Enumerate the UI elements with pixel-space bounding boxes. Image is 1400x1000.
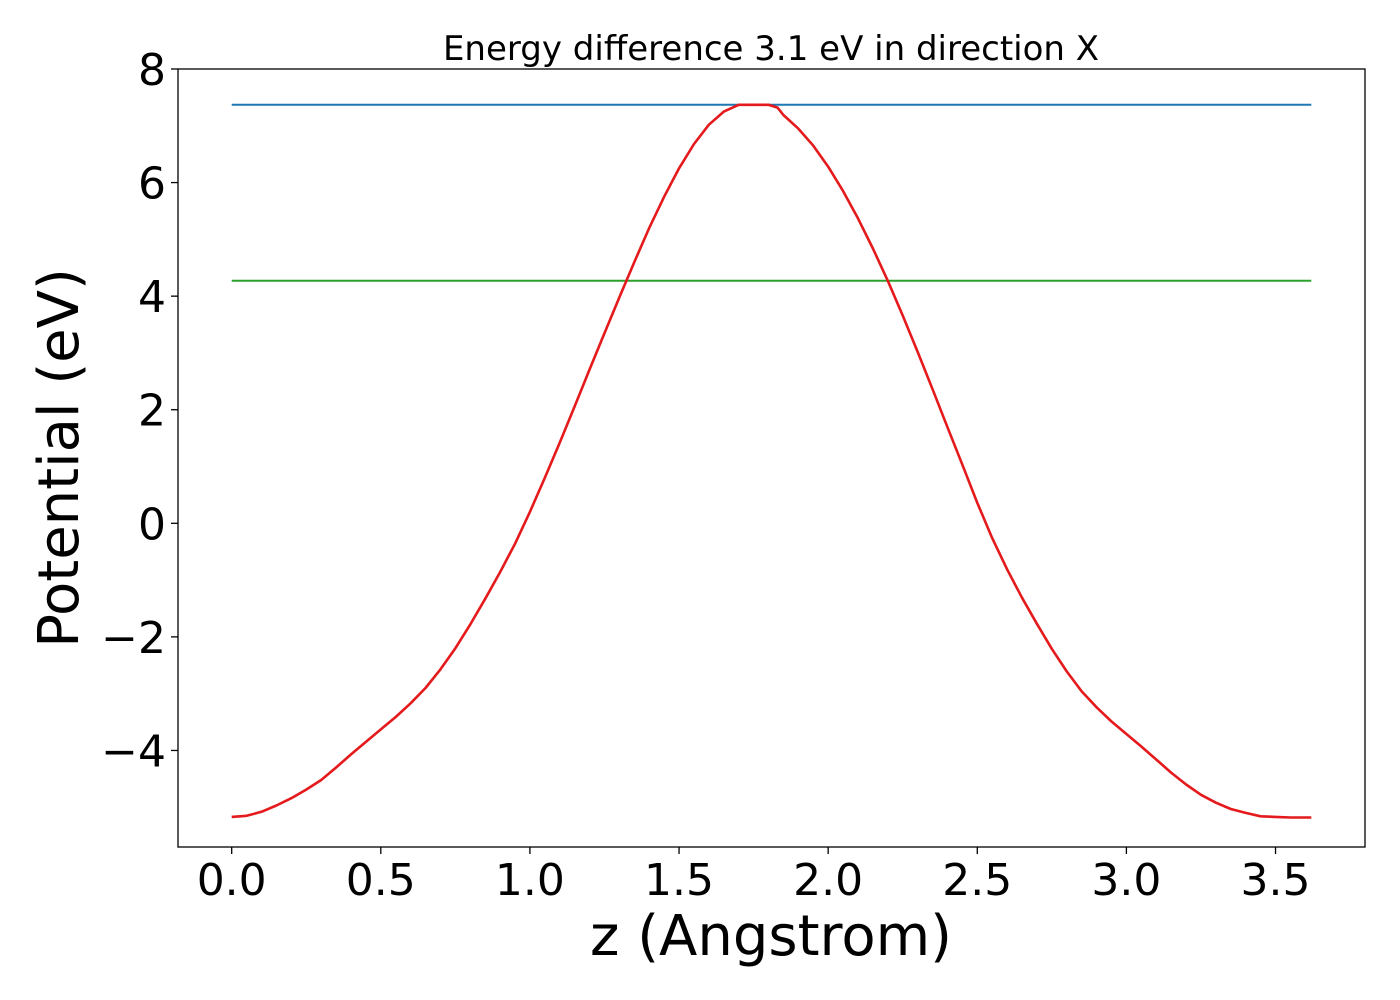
x-tick-label: 1.0 <box>495 855 565 906</box>
y-tick-label: 0 <box>138 499 166 550</box>
x-axis-ticks: 0.0 0.5 1.0 1.5 2.0 2.5 3.0 3.5 <box>197 847 1311 906</box>
x-tick-label: 0.5 <box>346 855 416 906</box>
chart-title: Energy difference 3.1 eV in direction X <box>443 29 1099 69</box>
y-tick-label: 2 <box>138 386 166 437</box>
x-axis-label: z (Angstrom) <box>590 904 952 969</box>
y-tick-label: 6 <box>138 159 166 210</box>
x-tick-label: 3.5 <box>1241 855 1311 906</box>
x-tick-label: 3.0 <box>1091 855 1161 906</box>
y-axis-label: Potential (eV) <box>27 268 92 648</box>
x-tick-label: 2.0 <box>793 855 863 906</box>
y-tick-label: 4 <box>138 272 166 323</box>
y-axis-ticks: −4 −2 0 2 4 6 8 <box>101 45 178 777</box>
series-layer <box>231 103 1312 819</box>
x-tick-label: 1.5 <box>644 855 714 906</box>
plot-area-frame <box>177 68 1366 848</box>
series-line-2 <box>231 103 1312 819</box>
y-tick-label: 8 <box>138 45 166 96</box>
y-tick-label: −2 <box>101 613 166 664</box>
y-tick-label: −4 <box>101 726 166 777</box>
x-tick-label: 2.5 <box>942 855 1012 906</box>
x-tick-label: 0.0 <box>197 855 267 906</box>
